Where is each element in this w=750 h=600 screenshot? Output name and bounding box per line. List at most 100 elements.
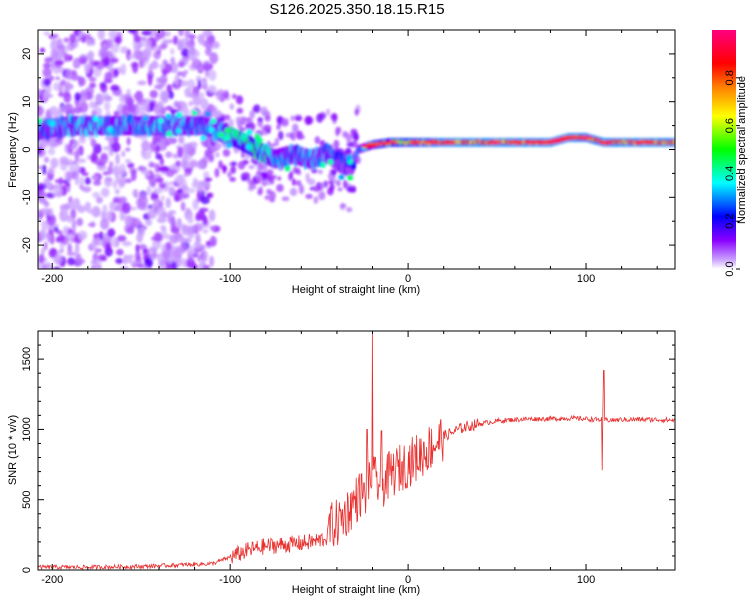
- spectrogram-cell: [150, 236, 160, 241]
- spectrogram-cell: [163, 31, 171, 37]
- spectrogram-cell: [53, 266, 61, 269]
- spectrogram-cell: [103, 95, 113, 101]
- spectrogram-cell: [93, 263, 102, 269]
- spectrogram-cell: [276, 115, 283, 125]
- spectrogram-cell: [125, 97, 135, 106]
- x-tick-label: -100: [219, 273, 241, 285]
- spectrogram-cell: [204, 177, 213, 182]
- spectrogram-cell: [165, 105, 174, 111]
- spectrogram-cell: [66, 215, 73, 223]
- spectrogram-cell: [248, 184, 257, 190]
- spectrogram-cell: [187, 217, 194, 224]
- spectrogram-cell: [127, 30, 136, 34]
- spectrogram-cell: [185, 257, 195, 269]
- spectrogram-cell: [126, 254, 135, 259]
- spectrogram-cell: [52, 187, 63, 197]
- spectrogram-cell: [91, 238, 98, 250]
- spectrogram-cell: [261, 172, 268, 181]
- spectrogram-cell: [209, 52, 219, 64]
- spectrogram-cell: [203, 61, 210, 72]
- spectrogram-cell: [43, 78, 52, 87]
- spectrogram-cell: [161, 91, 169, 104]
- spectrogram-cell: [267, 174, 273, 182]
- spectrogram-blob: [442, 140, 457, 144]
- spectrogram-cell: [169, 234, 179, 244]
- spectrogram-cell: [111, 43, 120, 54]
- spectrogram-cell: [86, 51, 93, 61]
- spectrogram-cell: [110, 84, 120, 92]
- spectrogram-cell: [157, 215, 166, 223]
- spectrogram-cell: [318, 191, 326, 201]
- spectrogram-cell: [172, 153, 179, 159]
- spectrogram-blob: [176, 111, 183, 118]
- y-tick-label: -10: [21, 189, 33, 205]
- spectrogram-cell: [115, 258, 124, 265]
- colorbar-gradient: [712, 30, 736, 269]
- spectrogram-cell: [162, 38, 169, 46]
- spectrogram-cell: [114, 36, 122, 44]
- colorbar: 0.0 0.2 0.4 0.6 0.8 Normalized spectral ampl…: [712, 30, 748, 277]
- x-tick-label: 0: [405, 574, 411, 586]
- spectrogram-blob: [347, 174, 354, 181]
- spectrogram-cell: [90, 265, 96, 269]
- spectrogram-cell: [157, 211, 163, 217]
- spectrogram-cell: [198, 207, 209, 213]
- spectrogram-cell: [52, 82, 60, 91]
- spectrogram-cell: [109, 201, 117, 211]
- y-tick-label: 0: [21, 567, 33, 573]
- spectrogram-cell: [297, 130, 302, 140]
- spectrogram-cell: [73, 106, 83, 114]
- spectrogram-cell: [313, 196, 319, 204]
- spectrogram-cell: [40, 247, 45, 256]
- spectrogram-cell: [95, 196, 103, 204]
- spectrogram-blob: [204, 111, 211, 118]
- spectrogram-cell: [132, 258, 143, 266]
- colorbar-tick-label: 0.2: [724, 214, 736, 229]
- spectrogram-cell: [214, 167, 220, 178]
- spectrogram-cell: [242, 172, 250, 178]
- spectrogram-cell: [165, 241, 172, 251]
- spectrogram-cell: [290, 115, 295, 122]
- spectrogram-cell: [126, 137, 131, 146]
- spectrogram-blob: [346, 154, 353, 161]
- spectrogram-cell: [93, 179, 102, 186]
- spectrogram-blob: [142, 115, 149, 122]
- spectrogram-cell: [64, 81, 72, 91]
- spectrogram-cell: [122, 241, 132, 247]
- spectrogram-cell: [116, 248, 124, 256]
- spectrogram-cell: [160, 195, 165, 201]
- spectrogram-cell: [236, 107, 244, 114]
- spectrogram-cell: [246, 118, 253, 124]
- spectrogram-cell: [277, 176, 282, 181]
- spectrogram-cell: [137, 166, 147, 171]
- spectrogram-cell: [71, 219, 77, 231]
- spectrogram-cell: [38, 190, 47, 199]
- spectrogram-cell: [184, 167, 193, 173]
- spectrogram-blob: [200, 135, 207, 142]
- spectrogram-cell: [170, 48, 175, 55]
- spectrogram-cell: [237, 161, 246, 170]
- spectrogram-cell: [193, 223, 204, 232]
- spectrogram-cell: [180, 201, 186, 212]
- spectrogram-cell: [55, 48, 64, 60]
- spectrogram-cell: [211, 41, 220, 49]
- spectrogram-y-ticks: -20 -10 0 10 20: [21, 29, 675, 270]
- spectrogram-cell: [60, 79, 66, 86]
- spectrogram-cell: [69, 164, 76, 173]
- spectrogram-cell: [53, 226, 59, 233]
- spectrogram-cell: [70, 74, 80, 81]
- spectrogram-cell: [96, 161, 106, 167]
- x-tick-label: 0: [405, 273, 411, 285]
- spectrogram-cell: [166, 136, 174, 144]
- spectrogram-cell: [184, 172, 189, 178]
- spectrogram-cell: [107, 165, 113, 176]
- colorbar-tick-label: 0.6: [724, 118, 736, 133]
- spectrogram-cell: [43, 201, 50, 207]
- spectrogram-cell: [95, 106, 103, 117]
- spectrogram-blob: [565, 135, 580, 140]
- spectrogram-cell: [266, 188, 272, 195]
- spectrogram-cell: [165, 197, 172, 209]
- spectrogram-cell: [218, 160, 223, 169]
- spectrogram-cell: [91, 109, 97, 117]
